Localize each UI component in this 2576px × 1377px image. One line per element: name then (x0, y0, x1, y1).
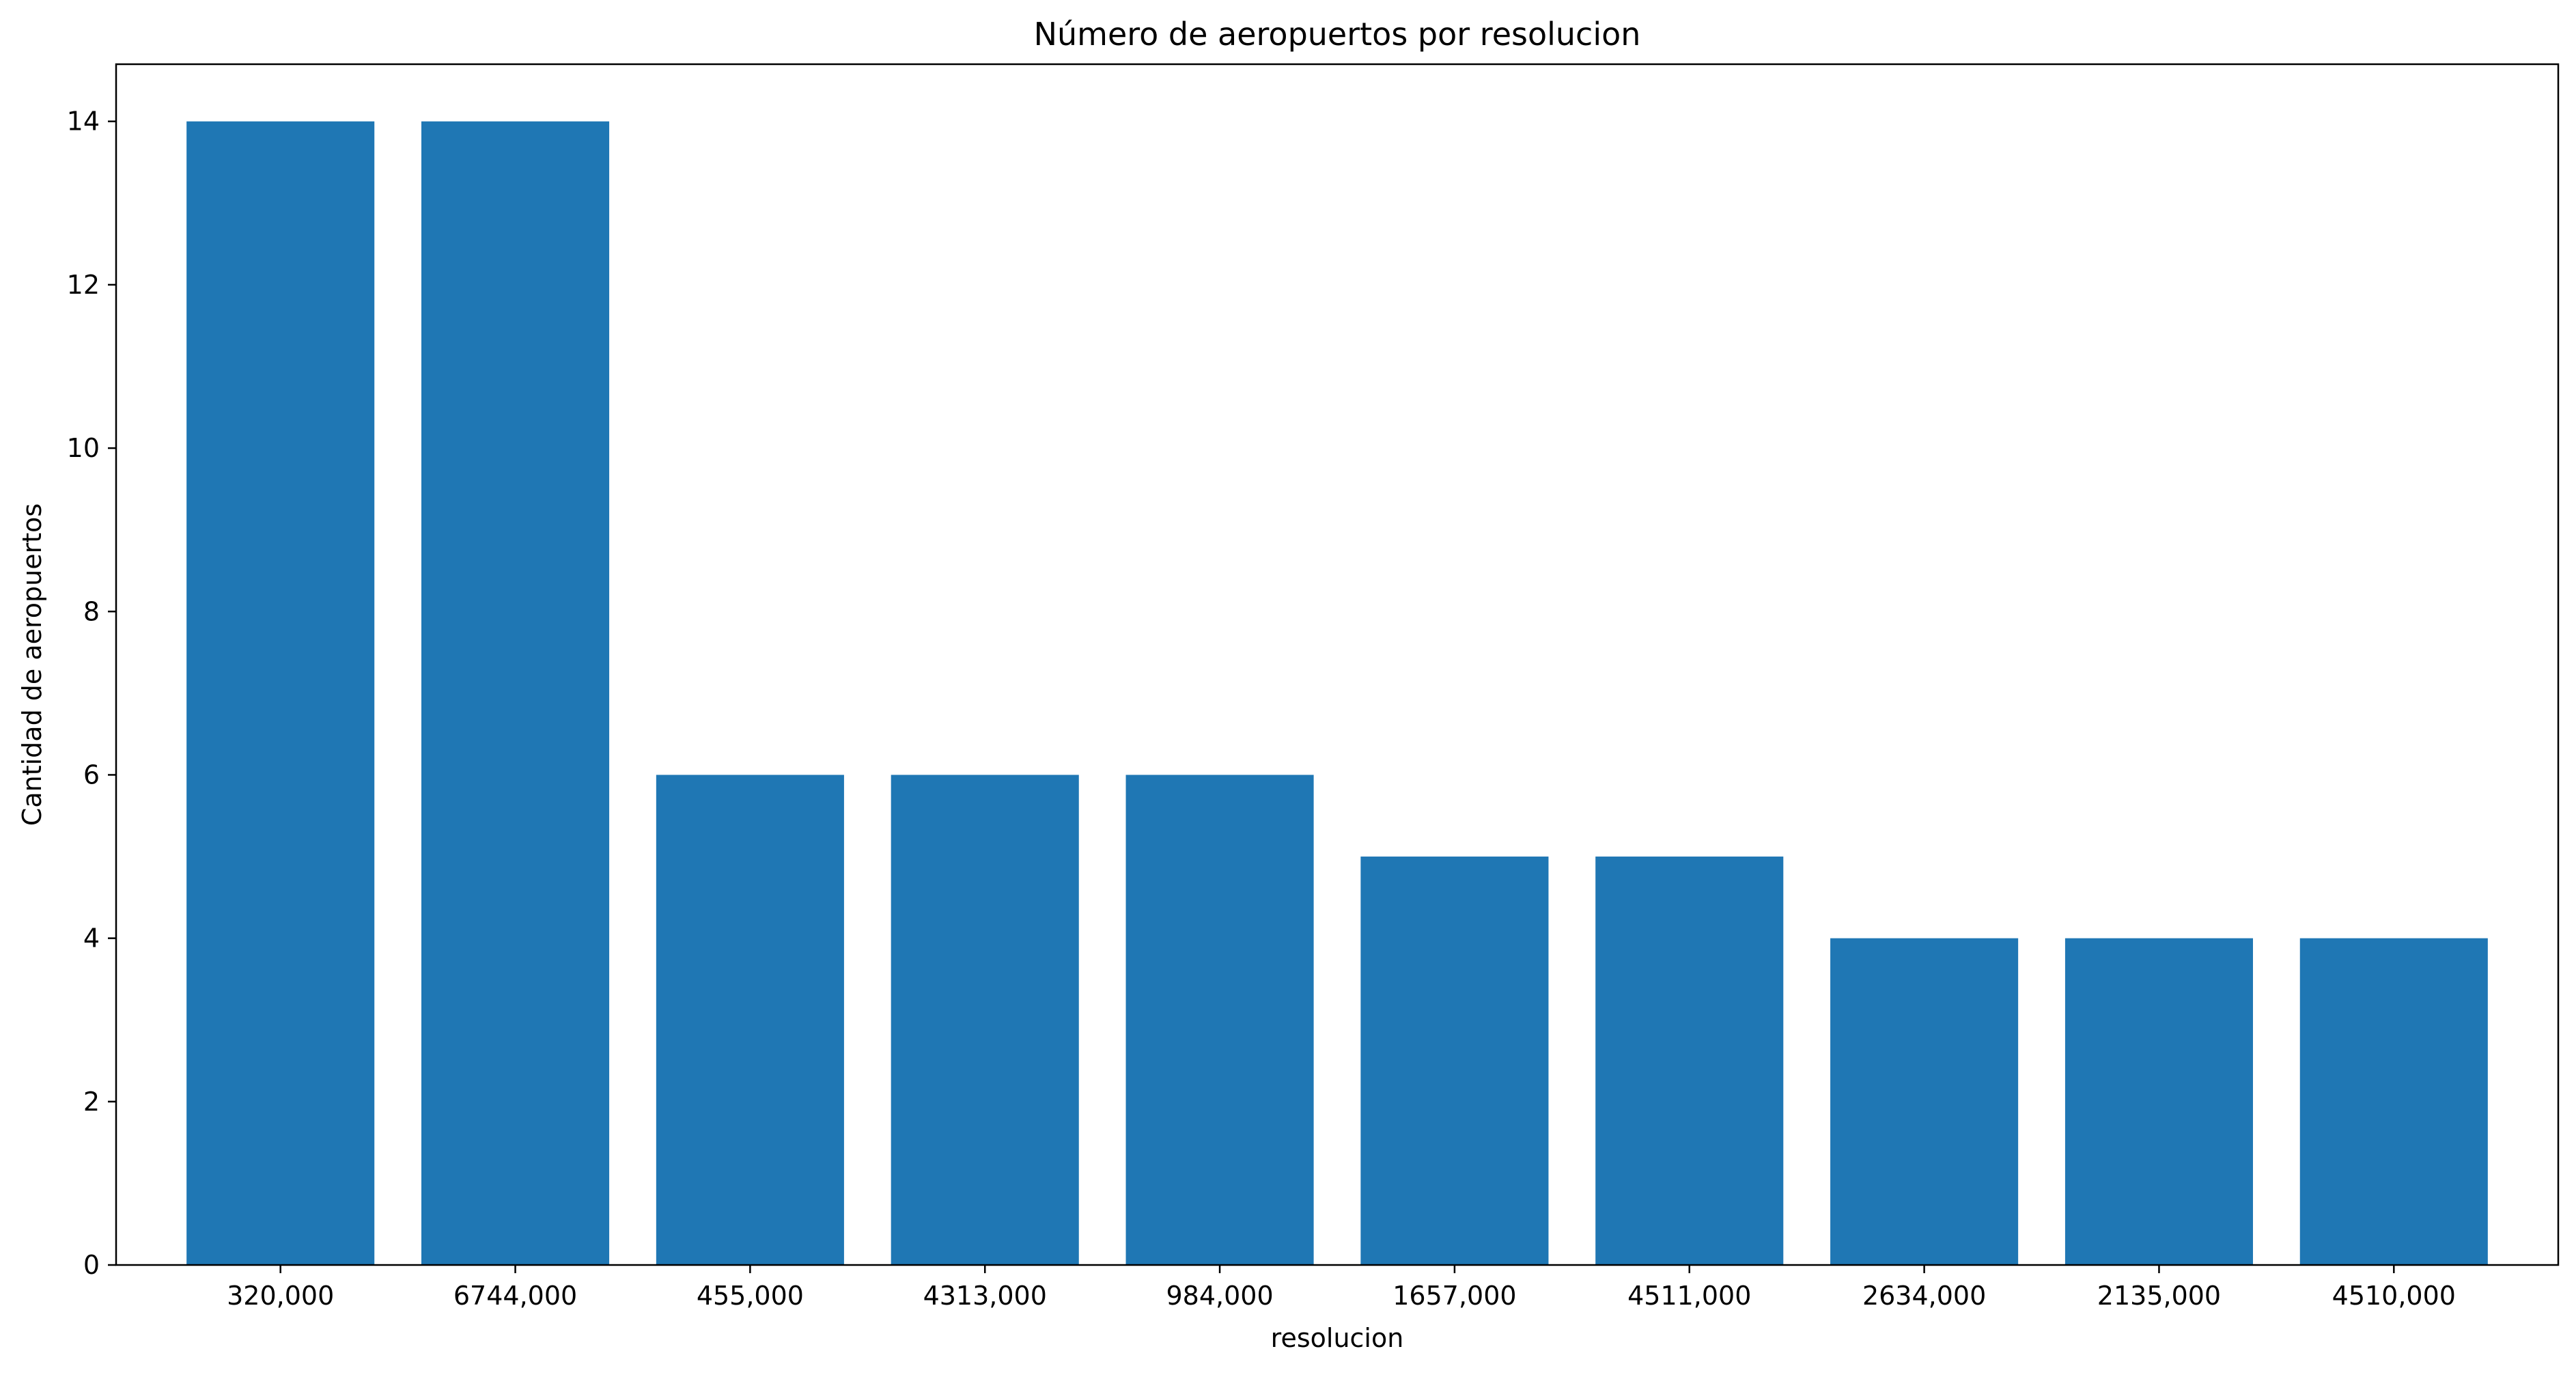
x-tick-label: 4313,000 (923, 1281, 1047, 1311)
x-tick-label: 2634,000 (1862, 1281, 1986, 1311)
bar-8 (2064, 938, 2253, 1265)
bar-1 (421, 121, 610, 1266)
y-tick-label: 14 (67, 107, 100, 137)
y-tick-label: 6 (83, 760, 100, 790)
bar-3 (891, 775, 1079, 1265)
x-tick-label: 4511,000 (1627, 1281, 1751, 1311)
y-axis-label: Cantidad de aeropuertos (17, 503, 47, 826)
x-tick-label: 984,000 (1166, 1281, 1274, 1311)
y-axis-ticks: 0 2 4 6 8 10 12 14 (67, 107, 116, 1280)
x-tick-label: 2135,000 (2097, 1281, 2221, 1311)
chart-title: Número de aeropuertos por resolucion (1034, 16, 1641, 53)
y-tick-label: 10 (67, 433, 100, 463)
x-axis-ticks: 320,000 6744,000 455,000 4313,000 984,000 165… (227, 1265, 2456, 1311)
y-tick-label: 8 (83, 596, 100, 626)
bar-9 (2299, 938, 2488, 1265)
bar-2 (656, 775, 844, 1265)
x-tick-label: 455,000 (697, 1281, 804, 1311)
bar-7 (1830, 938, 2019, 1265)
bar-5 (1360, 857, 1549, 1265)
y-tick-label: 4 (83, 923, 100, 954)
y-tick-label: 2 (83, 1087, 100, 1117)
bar-0 (186, 121, 375, 1266)
y-tick-label: 0 (83, 1250, 100, 1280)
x-tick-label: 6744,000 (453, 1281, 577, 1311)
bar-4 (1125, 775, 1314, 1265)
y-tick-label: 12 (67, 270, 100, 300)
x-axis-label: resolucion (1271, 1323, 1404, 1353)
x-tick-label: 1657,000 (1392, 1281, 1516, 1311)
plot-frame (115, 63, 2560, 1266)
x-tick-label: 320,000 (227, 1281, 334, 1311)
bars-layer (186, 121, 2488, 1266)
bar-6 (1595, 857, 1784, 1265)
x-tick-label: 4510,000 (2332, 1281, 2456, 1311)
